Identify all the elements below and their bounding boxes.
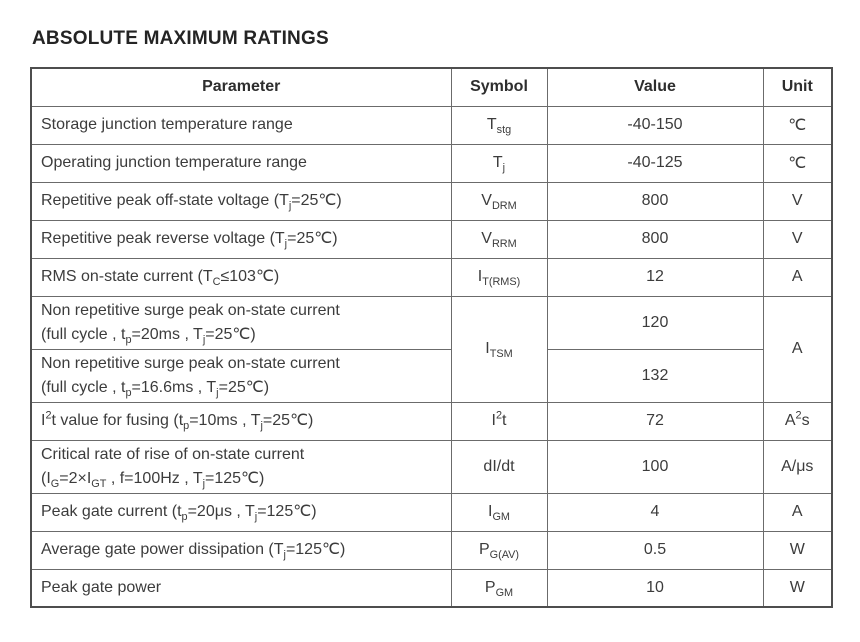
symbol-cell: PG(AV) <box>450 530 548 570</box>
value-cell: 4 <box>546 492 764 532</box>
datasheet-page: ABSOLUTE MAXIMUM RATINGS Parameter Symbo… <box>30 28 833 608</box>
value-cell: 0.5 <box>546 530 764 570</box>
table-row: Peak gate power PGM 10 W <box>30 568 833 608</box>
value-cell: 132 <box>546 348 764 403</box>
unit-cell: ℃ <box>762 143 833 183</box>
table-row: Storage junction temperature range Tstg … <box>30 105 833 145</box>
col-header-value: Value <box>546 67 764 107</box>
page-title: ABSOLUTE MAXIMUM RATINGS <box>32 28 329 49</box>
parameter-cell: Storage junction temperature range <box>30 105 452 145</box>
parameter-cell: Critical rate of rise of on-state curren… <box>30 439 452 494</box>
absolute-maximum-ratings-table: Parameter Symbol Value Unit Storage junc… <box>30 67 833 608</box>
symbol-cell: ITSM <box>450 295 548 403</box>
table-row: Critical rate of rise of on-state curren… <box>30 439 833 494</box>
symbol-cell: dI/dt <box>450 439 548 494</box>
parameter-cell: Operating junction temperature range <box>30 143 452 183</box>
symbol-cell: VRRM <box>450 219 548 259</box>
table-row: Average gate power dissipation (Tj=125℃)… <box>30 530 833 570</box>
table-row: Operating junction temperature range Tj … <box>30 143 833 183</box>
table-row: I2t value for fusing (tp=10ms , Tj=25℃) … <box>30 401 833 441</box>
symbol-cell: Tj <box>450 143 548 183</box>
symbol-cell: Tstg <box>450 105 548 145</box>
unit-cell: V <box>762 181 833 221</box>
symbol-cell: IT(RMS) <box>450 257 548 297</box>
value-cell: 10 <box>546 568 764 608</box>
unit-cell: A/μs <box>762 439 833 494</box>
table-row: Non repetitive surge peak on-state curre… <box>30 348 832 403</box>
symbol-cell: IGM <box>450 492 548 532</box>
value-cell: -40-150 <box>546 105 764 145</box>
unit-cell: W <box>762 568 833 608</box>
table-row: RMS on-state current (TC≤103℃) IT(RMS) 1… <box>30 257 833 297</box>
unit-cell: V <box>762 219 833 259</box>
parameter-cell: Average gate power dissipation (Tj=125℃) <box>30 530 452 570</box>
unit-cell: ℃ <box>762 105 833 145</box>
parameter-cell: Repetitive peak reverse voltage (Tj=25℃) <box>30 219 452 259</box>
value-cell: 12 <box>546 257 764 297</box>
symbol-cell: VDRM <box>450 181 548 221</box>
col-header-symbol: Symbol <box>450 67 548 107</box>
parameter-cell: Peak gate power <box>30 568 452 608</box>
table-row: Non repetitive surge peak on-state curre… <box>30 295 833 403</box>
unit-cell: A <box>762 492 833 532</box>
table-row: Repetitive peak off-state voltage (Tj=25… <box>30 181 833 221</box>
value-cell: 800 <box>546 181 764 221</box>
unit-cell: A2s <box>762 401 833 441</box>
parameter-cell: Repetitive peak off-state voltage (Tj=25… <box>30 181 452 221</box>
parameter-cell: Non repetitive surge peak on-state curre… <box>30 348 452 403</box>
table-row: Peak gate current (tp=20μs , Tj=125℃) IG… <box>30 492 833 532</box>
parameter-cell: Non repetitive surge peak on-state curre… <box>30 295 452 350</box>
header-row: Parameter Symbol Value Unit <box>30 67 833 107</box>
symbol-cell: I2t <box>450 401 548 441</box>
symbol-cell: PGM <box>450 568 548 608</box>
parameter-cell: RMS on-state current (TC≤103℃) <box>30 257 452 297</box>
value-cell: 800 <box>546 219 764 259</box>
parameter-cell: I2t value for fusing (tp=10ms , Tj=25℃) <box>30 401 452 441</box>
col-header-parameter: Parameter <box>30 67 452 107</box>
value-cell: 100 <box>546 439 764 494</box>
unit-cell: A <box>762 295 833 403</box>
value-cell: 120 <box>546 295 764 350</box>
value-cell: 72 <box>546 401 764 441</box>
value-cell: -40-125 <box>546 143 764 183</box>
parameter-cell: Peak gate current (tp=20μs , Tj=125℃) <box>30 492 452 532</box>
table-row: Repetitive peak reverse voltage (Tj=25℃)… <box>30 219 833 259</box>
col-header-unit: Unit <box>762 67 833 107</box>
unit-cell: W <box>762 530 833 570</box>
unit-cell: A <box>762 257 833 297</box>
